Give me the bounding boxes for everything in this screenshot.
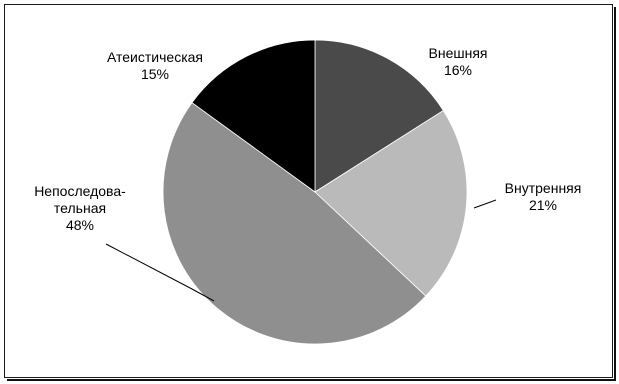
slice-value-label: 48%: [66, 217, 94, 233]
slice-value-label: 21%: [529, 197, 557, 213]
leader-line: [105, 243, 215, 302]
slice-name-label: Непоследова-: [34, 183, 126, 199]
slice-value-label: 16%: [444, 62, 472, 78]
pie-slice: [162, 102, 427, 345]
leader-line: [473, 199, 497, 209]
pie-slice: [314, 109, 468, 297]
pie-slice: [314, 39, 444, 193]
pie-slice: [191, 39, 316, 193]
slice-name-label: тельная: [54, 200, 106, 216]
slice-name-label: Внешняя: [429, 45, 488, 61]
slice-value-label: 15%: [141, 66, 169, 82]
slice-name-label: Внутренняя: [505, 180, 582, 196]
slice-name-label: Атеистическая: [107, 49, 203, 65]
